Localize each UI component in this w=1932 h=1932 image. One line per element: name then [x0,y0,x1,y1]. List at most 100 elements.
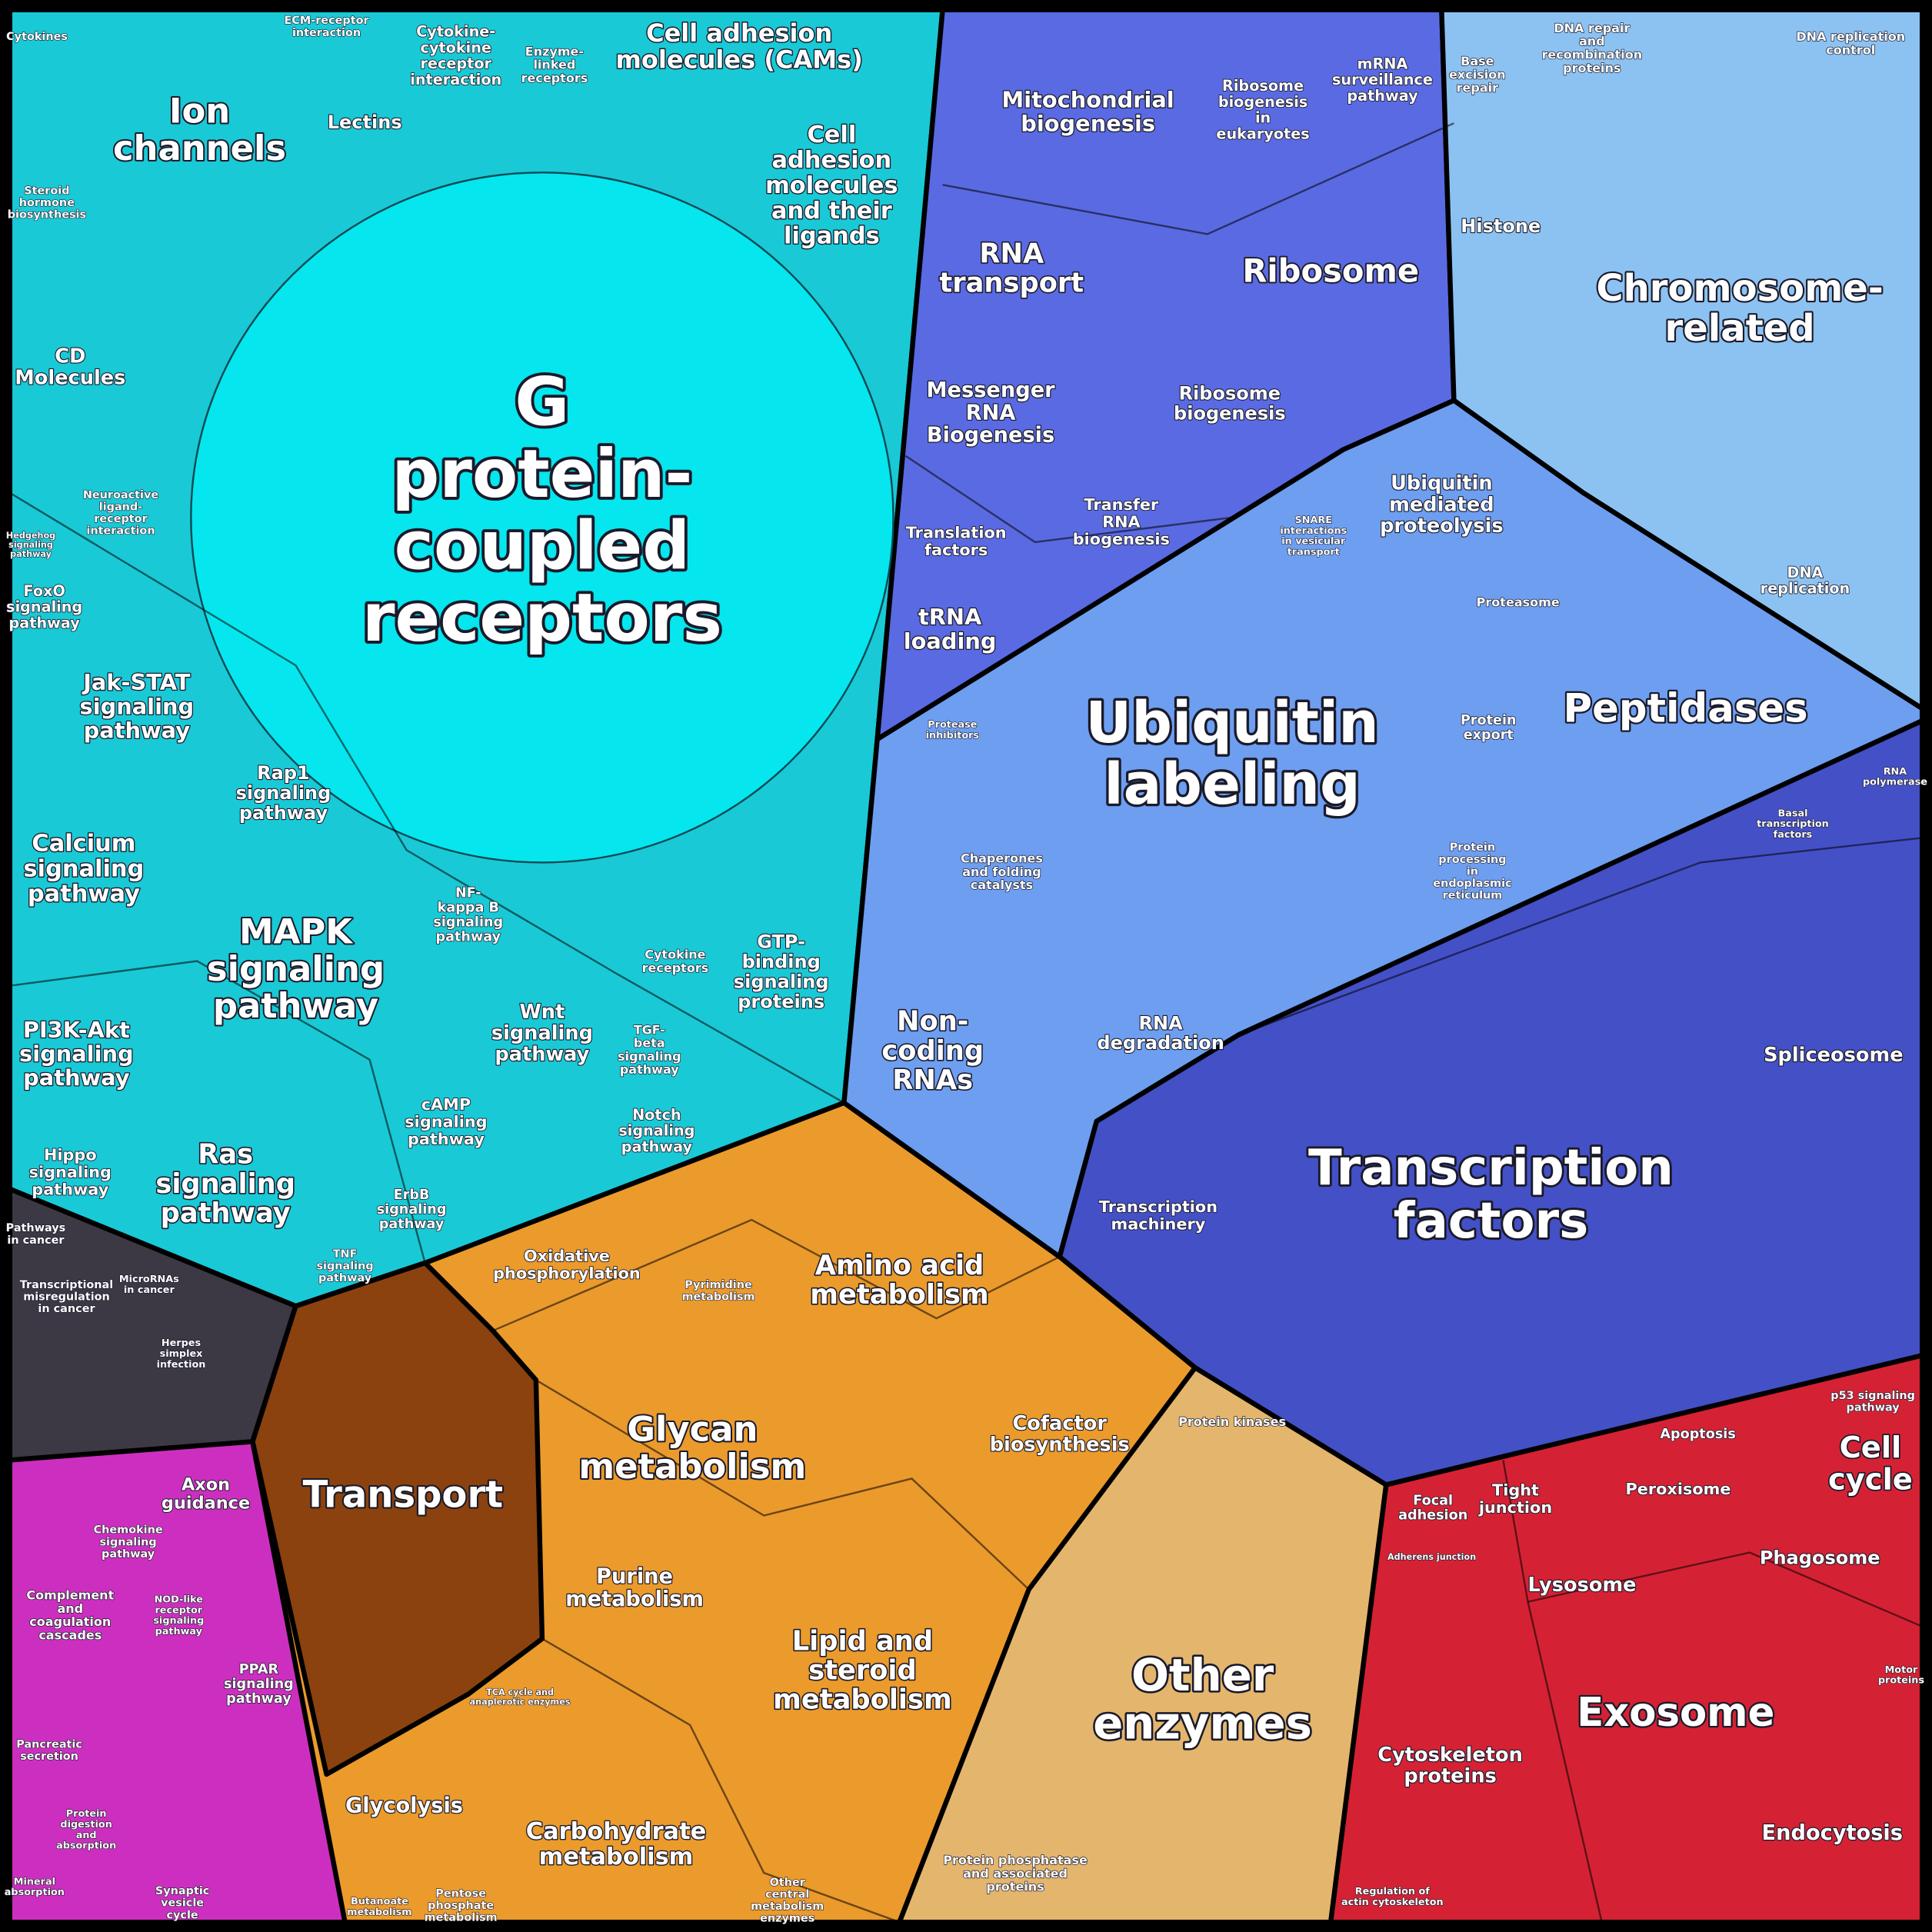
region-label: Hedgehog signaling pathway [6,531,55,559]
label-line: hormone [19,197,75,209]
label-line: ligand- [99,501,142,514]
region-label: Regulation of actin cytoskeleton [1341,1886,1444,1908]
label-line: G [515,365,569,441]
label-line: RNA [1102,512,1141,531]
label-line: and [57,1601,83,1615]
label-line: Transfer [1084,495,1159,514]
label-line: signaling [236,782,331,804]
label-line: TCA cycle and [486,1687,554,1697]
region-label: Histone [1461,215,1541,237]
region-label: tRNA loading [904,604,997,654]
label-line: pathway [155,1625,203,1637]
label-line: related [1665,307,1815,350]
label-line: absorption [5,1887,65,1898]
label-line: receptor [155,1604,202,1616]
region-label: Neuroactive ligand-receptor interaction [83,489,159,538]
label-line: pathway [84,717,191,743]
label-line: Other [1131,1649,1274,1701]
region-label: Proteasome [1477,595,1560,609]
label-line: Synaptic [155,1885,209,1897]
label-line: Neuroactive [83,489,159,501]
region-label: Motor proteins [1878,1664,1925,1686]
region-label: Chaperones and folding catalysts [961,851,1043,892]
region-label: Jak-STAT signaling pathway [80,669,195,743]
label-line: anaplerotic enzymes [470,1697,571,1707]
label-line: RNA [1884,765,1907,777]
region-label: DNA repair and recombination proteins [1542,20,1643,75]
label-line: Biogenesis [927,423,1054,447]
region-label: Notch signaling pathway [618,1105,695,1155]
label-line: PI3K-Akt [23,1017,130,1043]
label-line: Lectins [328,112,402,133]
label-line: kappa B [438,901,499,916]
label-line: Hippo [44,1146,97,1164]
label-line: surveillance [1332,71,1433,88]
label-line: Protein [66,1808,107,1820]
label-line: in cancer [38,1303,95,1315]
region-label: Base excision repair [1449,54,1506,95]
region-label: Enzyme-linked receptors [521,44,588,85]
label-line: interaction [410,70,501,88]
label-line: pathway [28,881,140,908]
label-line: machinery [1111,1214,1206,1233]
label-line: secretion [20,1750,78,1763]
label-line: adhesion [772,147,892,174]
region-label: Cell adhesion molecules (CAMs) [616,18,863,75]
divider [1237,837,1923,1036]
region-label: Messenger RNA Biogenesis [926,378,1055,447]
label-line: pathway [379,1217,445,1232]
label-line: Exosome [1577,1690,1774,1736]
label-line: signaling [8,540,53,550]
label-line: Protein [1450,841,1495,854]
label-line: in cancer [7,1234,65,1247]
region-label: Calcium signaling pathway [24,830,145,908]
label-line: NF- [455,885,481,901]
label-line: proteins [1563,60,1621,75]
label-line: receptors [362,580,722,657]
label-line: pathway [239,802,328,824]
region-label: Butanoate metabolism [347,1895,411,1917]
label-line: Cytoskeleton [1377,1744,1523,1767]
label-line: export [1464,728,1514,743]
label-line: Oxidative [524,1247,610,1265]
label-line: signaling [24,855,145,882]
region-label: Cytoskeleton proteins [1377,1744,1523,1788]
label-line: Tight [1492,1481,1539,1499]
label-line: excision [1449,67,1506,82]
region-label: Glycolysis [345,1794,463,1817]
label-line: signaling [433,915,503,931]
label-line: signaling [405,1113,487,1131]
label-line: receptors [642,960,709,974]
region-label: Peptidases [1564,685,1808,731]
label-line: ErbB [394,1188,430,1203]
region-label: Mineral absorption [5,1876,65,1898]
label-line: interactions [1280,525,1347,536]
label-line: CD [55,345,85,368]
label-line: metabolism [578,1446,806,1487]
region-label: ErbB signaling pathway [377,1188,447,1232]
region-label: Protein processing in endoplasmic reticulum [1433,841,1511,901]
label-line: channels [113,128,286,168]
label-line: receptor [420,55,491,72]
label-line: Protein [1461,713,1517,728]
label-line: MAPK [239,911,354,951]
label-line: Carbohydrate [526,1818,707,1845]
region-label: Cytokine receptors [642,947,709,974]
label-line: biosynthesis [8,208,86,221]
region-label: Complement and coagulation cascades [26,1587,114,1642]
label-line: labeling [1104,752,1360,818]
label-line: metabolism [539,1844,694,1870]
label-line: Transport [303,1473,503,1516]
label-line: cycle [1828,1462,1913,1497]
label-line: phosphate [428,1900,494,1912]
region-label: SNARE interactions in vesicular transport [1280,515,1347,558]
label-line: biogenesis [1073,530,1170,548]
label-line: Ribosome [1222,77,1304,95]
label-line: pathway [1347,86,1418,104]
label-line: signaling [153,1615,204,1627]
label-line: actin cytoskeleton [1341,1896,1444,1907]
label-line: reticulum [1443,889,1503,901]
label-line: Phagosome [1760,1547,1880,1569]
